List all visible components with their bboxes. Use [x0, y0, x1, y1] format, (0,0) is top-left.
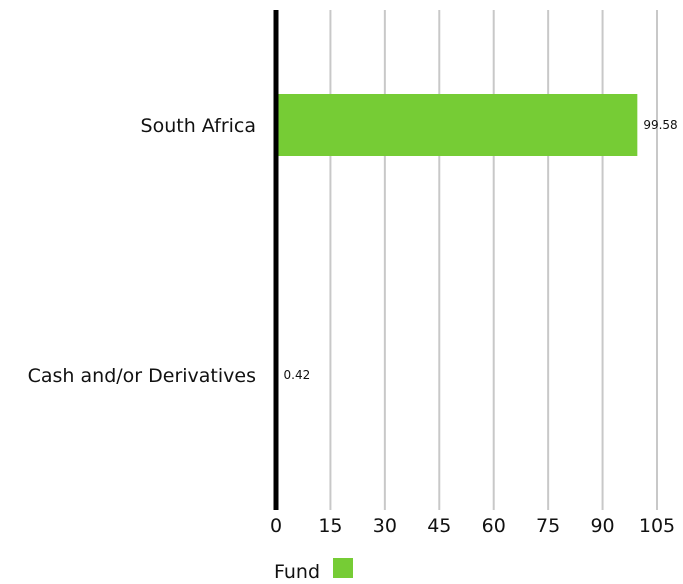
- data-label: 0.42: [284, 368, 311, 382]
- category-label: Cash and/or Derivatives: [28, 365, 256, 387]
- bar: [276, 94, 638, 156]
- x-tick-label: 105: [639, 515, 675, 537]
- legend-label: Fund: [274, 561, 320, 580]
- x-tick-label: 60: [482, 515, 506, 537]
- gridlines: [329, 10, 658, 510]
- category-label: South Africa: [141, 115, 256, 137]
- labels: 0 15 30 45 60 75 90 105 South Africa 99.58 Cash an…: [28, 115, 678, 537]
- x-tick-label: 0: [270, 515, 282, 537]
- x-tick-label: 90: [590, 515, 614, 537]
- x-tick-label: 75: [536, 515, 560, 537]
- x-tick-label: 15: [318, 515, 342, 537]
- legend-swatch: [333, 558, 353, 578]
- x-tick-label: 45: [427, 515, 451, 537]
- legend: Fund: [274, 558, 353, 583]
- x-tick-label: 30: [373, 515, 397, 537]
- data-label: 99.58: [643, 118, 677, 132]
